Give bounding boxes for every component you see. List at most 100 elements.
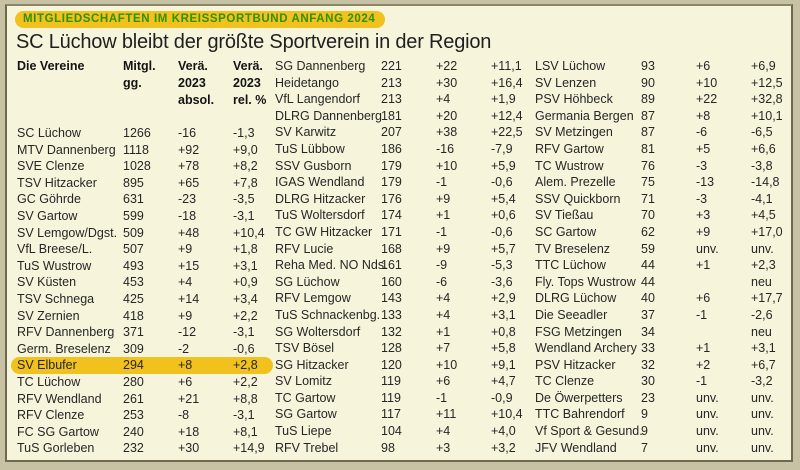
abs-change-value: +92	[178, 142, 200, 157]
members-value: 59	[641, 241, 655, 256]
members-value: 30	[641, 374, 655, 389]
club-name: SV Küsten	[17, 275, 77, 290]
table-row: Wendland Archery 33 +1 +3,1	[535, 340, 793, 357]
table-rows-2: SG Dannenberg 221 +22 +11,1 Heidetango 213 +30…	[275, 58, 531, 456]
members-value: 186	[381, 141, 402, 156]
club-name: SG Hitzacker	[275, 357, 349, 372]
rel-change-value: -1,3	[233, 126, 255, 140]
members-value: 98	[381, 440, 395, 455]
members-value: 117	[381, 407, 401, 422]
club-name: TuS Wustrow	[17, 258, 92, 273]
header-rel-change: Verä. 2023 rel. %	[233, 59, 267, 107]
table-row: Germania Bergen 87 +8 +10,1	[535, 108, 793, 125]
members-value: 213	[381, 75, 402, 90]
members-value: 309	[123, 341, 144, 356]
table-row: SV Lenzen 90 +10 +12,5	[535, 75, 793, 92]
club-name: SV Lemgow/Dgst.	[17, 225, 118, 240]
members-value: 171	[381, 224, 402, 239]
table-row: SV Küsten 453 +4 +0,9	[17, 274, 269, 291]
members-value: 181	[381, 108, 402, 123]
abs-change-value: +4	[436, 307, 451, 322]
abs-change-value: -6	[696, 125, 708, 140]
table-row: TuS Gorleben 232 +30 +14,9	[17, 440, 269, 457]
members-value: 89	[641, 92, 655, 107]
table-row: RFV Lucie 168 +9 +5,7	[275, 241, 531, 258]
table-row-highlighted: SV Elbufer 294 +8 +2,8	[11, 357, 273, 374]
abs-change-value: unv.	[696, 241, 719, 256]
abs-change-value: +3	[436, 440, 451, 455]
table-row: De Öwerpetters 23 unv. unv.	[535, 390, 793, 407]
rel-change-value: +2,2	[233, 308, 258, 323]
club-name: SSV Quickborn	[535, 191, 621, 206]
members-value: 44	[641, 274, 655, 289]
rel-change-value: +9,0	[233, 142, 258, 157]
members-value: 1028	[123, 159, 151, 174]
club-name: TSV Schnega	[17, 291, 95, 306]
rel-change-value: unv.	[751, 407, 774, 422]
members-value: 240	[123, 424, 144, 439]
club-table-column-1: Die Vereine Mitgl. gg. Verä. 2023 absol.…	[11, 58, 273, 457]
table-row: MTV Dannenberg 1118 +92 +9,0	[17, 142, 269, 159]
rel-change-value: -3,5	[233, 192, 255, 207]
abs-change-value: +9	[178, 242, 193, 257]
abs-change-value: -1	[696, 307, 708, 322]
abs-change-value: +6	[696, 291, 711, 306]
table-row: GC Göhrde 631 -23 -3,5	[17, 191, 269, 208]
club-name: TuS Lübbow	[275, 141, 345, 156]
members-value: 33	[641, 341, 655, 356]
table-row: RFV Lemgow 143 +4 +2,9	[275, 290, 531, 307]
club-name: SG Gartow	[275, 407, 337, 422]
abs-change-value: unv.	[696, 424, 719, 439]
members-value: 81	[641, 141, 655, 156]
members-value: 1266	[123, 126, 151, 140]
club-name: VfL Breese/L.	[17, 242, 93, 257]
club-name: TC Wustrow	[535, 158, 604, 173]
club-name: GC Göhrde	[17, 192, 81, 207]
members-value: 75	[641, 175, 655, 190]
club-name: RFV Lucie	[275, 241, 334, 256]
table-row: RFV Gartow 81 +5 +6,6	[535, 141, 793, 158]
abs-change-value: +21	[178, 391, 200, 406]
club-name: TTC Bahrendorf	[535, 407, 625, 422]
table-row: TC Clenze 30 -1 -3,2	[535, 373, 793, 390]
club-name: Vf Sport & Gesund.	[535, 424, 643, 439]
members-value: 70	[641, 208, 655, 223]
club-name: TV Breselenz	[535, 241, 611, 256]
members-value: 232	[123, 441, 144, 456]
abs-change-value: -16	[178, 126, 197, 140]
infographic-panel: MITGLIEDSCHAFTEN IM KREISSPORTBUND ANFAN…	[5, 4, 793, 462]
abs-change-value: +6	[696, 59, 711, 73]
abs-change-value: +22	[696, 92, 718, 107]
table-row: PSV Hitzacker 32 +2 +6,7	[535, 357, 793, 374]
members-value: 453	[123, 275, 144, 290]
table-row: DLRG Dannenberg 181 +20 +12,4	[275, 108, 531, 125]
table-row: TC Wustrow 76 -3 -3,8	[535, 158, 793, 175]
rel-change-value: -0,6	[491, 175, 513, 190]
table-row: Fly. Tops Wustrow 44 neu	[535, 274, 793, 291]
abs-change-value: +9	[436, 241, 451, 256]
table-row: TSV Hitzacker 895 +65 +7,8	[17, 175, 269, 192]
members-value: 213	[381, 92, 402, 107]
rel-change-value: -2,6	[751, 307, 773, 322]
members-value: 23	[641, 390, 655, 405]
club-name: RFV Gartow	[535, 141, 604, 156]
rel-change-value: +6,7	[751, 357, 776, 372]
members-value: 34	[641, 324, 655, 339]
club-name: Wendland Archery	[535, 341, 637, 356]
table-row: SSV Gusborn 179 +10 +5,9	[275, 158, 531, 175]
table-row: SV Lemgow/Dgst. 509 +48 +10,4	[17, 225, 269, 242]
table-row: RFV Trebel 98 +3 +3,2	[275, 440, 531, 457]
members-value: 294	[123, 358, 144, 373]
abs-change-value: +10	[436, 158, 458, 173]
rel-change-value: +4,7	[491, 374, 516, 389]
abs-change-value: -1	[436, 390, 448, 405]
table-row: LSV Lüchow 93 +6 +6,9	[535, 58, 793, 75]
rel-change-value: -3,8	[751, 158, 773, 173]
abs-change-value: +11	[436, 407, 457, 422]
rel-change-value: +1,9	[491, 92, 516, 107]
table-row: IGAS Wendland 179 -1 -0,6	[275, 174, 531, 191]
club-name: TSV Hitzacker	[17, 175, 97, 190]
club-name: SV Lomitz	[275, 374, 332, 389]
club-name: IGAS Wendland	[275, 175, 365, 190]
members-value: 87	[641, 108, 655, 123]
